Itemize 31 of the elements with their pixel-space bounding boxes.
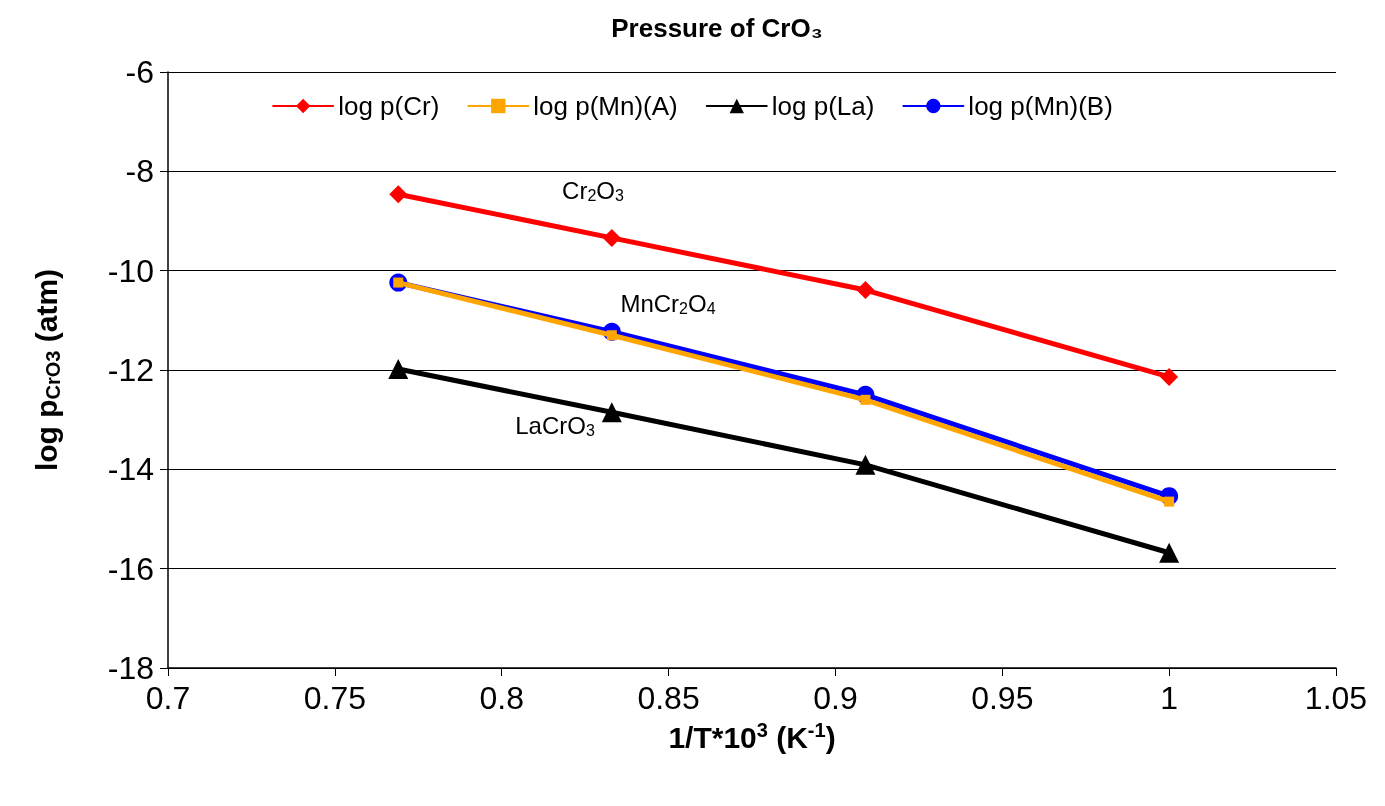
x-tick-label: 0.95 [971, 680, 1034, 716]
point [389, 185, 408, 204]
x-tick-label: 1 [1160, 680, 1179, 716]
x-tick-label: 0.8 [479, 680, 524, 716]
x-tick-label: 1.05 [1304, 680, 1368, 716]
y-tick-label: -10 [107, 252, 154, 289]
point [1164, 496, 1175, 507]
annotation: MnCr2O4 [620, 289, 716, 317]
y-tick-label: -12 [107, 352, 154, 388]
legend-label: log p(Mn)(A) [533, 91, 678, 121]
point [388, 359, 409, 380]
point [602, 228, 621, 247]
y-tick-label: -8 [125, 153, 154, 190]
annotation: Cr2O3 [562, 176, 624, 204]
x-tick-label: 0.85 [637, 680, 700, 716]
y-tick-label: -16 [107, 550, 154, 587]
annotation: LaCrO3 [515, 411, 595, 439]
x-tick-label: 0.9 [813, 680, 858, 716]
y-tick-label: -14 [107, 451, 154, 488]
point [1160, 367, 1179, 386]
legend-label: log p(Cr) [338, 91, 440, 121]
y-tick-label: -6 [125, 54, 154, 90]
y-axis-title: log pCrO3 (atm) [29, 268, 64, 472]
point [1159, 542, 1180, 563]
point [855, 454, 876, 475]
legend-label: log p(Mn)(B) [968, 91, 1113, 121]
legend-label: log p(La) [771, 91, 875, 121]
x-tick-label: 0.75 [303, 680, 366, 716]
chart-title: Pressure of CrO₃ [611, 13, 823, 43]
point [856, 281, 875, 300]
point [601, 402, 622, 423]
